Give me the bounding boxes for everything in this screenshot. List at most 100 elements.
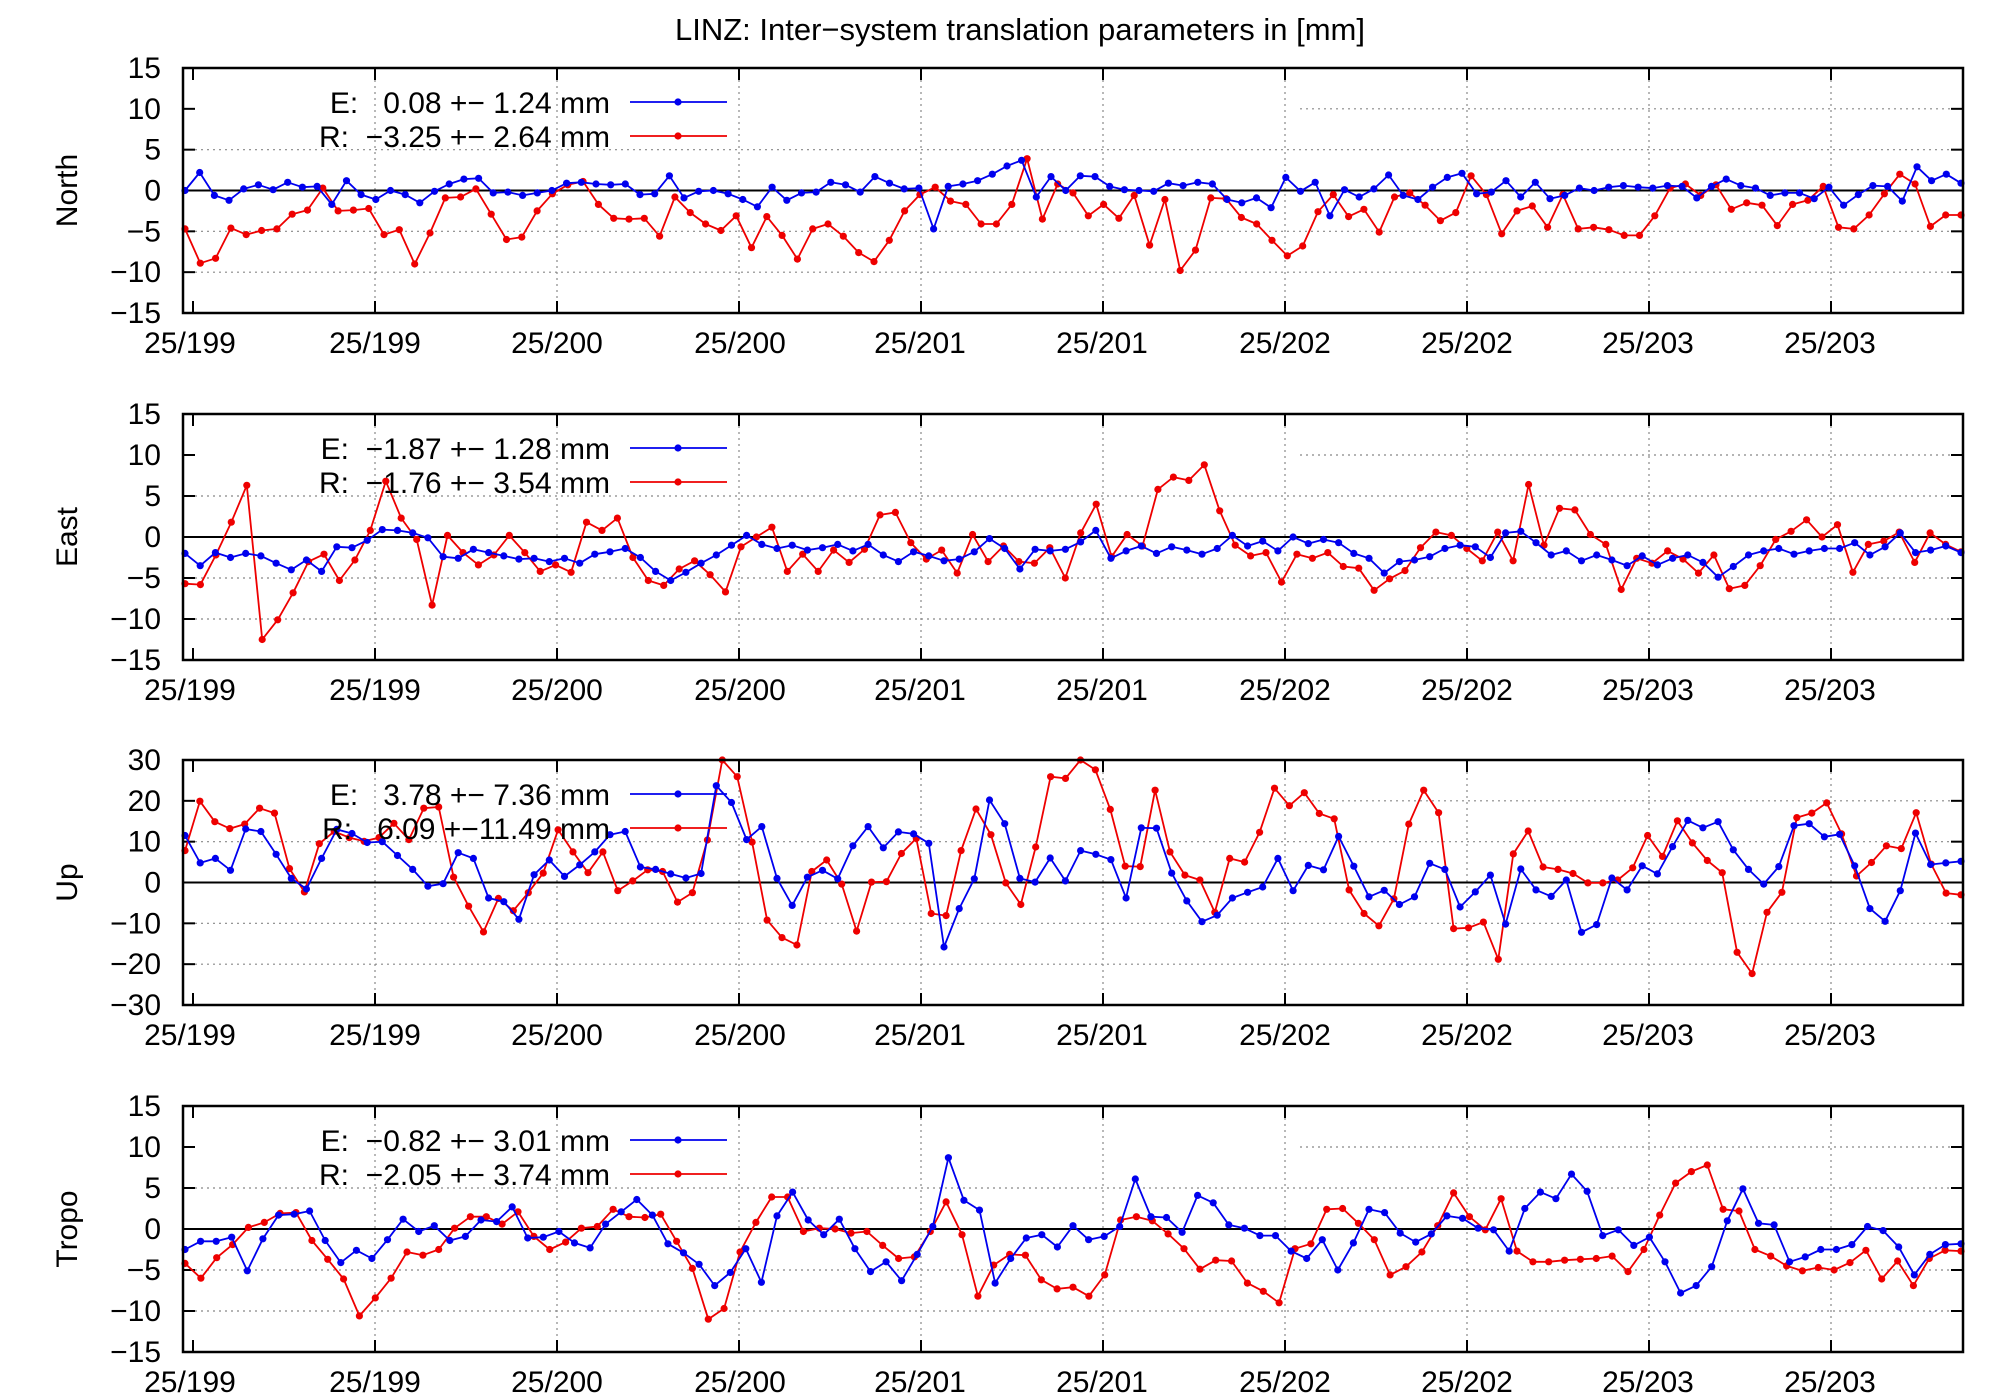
data-point-R xyxy=(1432,528,1440,536)
data-point-E xyxy=(415,1227,423,1236)
data-point-R xyxy=(1644,831,1652,840)
data-point-R xyxy=(466,1213,474,1221)
data-point-R xyxy=(1878,1275,1886,1283)
data-point-E xyxy=(1061,545,1069,553)
data-point-E xyxy=(1116,1222,1124,1231)
data-point-E xyxy=(742,1245,750,1253)
data-point-R xyxy=(1545,1258,1553,1266)
data-point-R xyxy=(907,539,915,547)
data-point-E xyxy=(652,865,660,874)
data-point-E xyxy=(504,188,512,196)
data-point-E xyxy=(1707,182,1716,190)
data-point-R xyxy=(426,229,434,237)
data-point-R xyxy=(479,928,488,936)
data-point-R xyxy=(1758,201,1766,209)
data-point-R xyxy=(502,235,511,244)
data-point-E xyxy=(1926,1250,1934,1258)
data-point-E xyxy=(652,567,660,576)
data-point-R xyxy=(1539,863,1547,871)
data-point-R xyxy=(1008,200,1016,208)
data-point-R xyxy=(1733,948,1741,956)
data-point-R xyxy=(1345,886,1353,894)
data-point-E xyxy=(697,559,705,567)
data-point-R xyxy=(831,1225,839,1233)
data-point-R xyxy=(1375,228,1383,236)
data-point-E xyxy=(1135,186,1143,195)
data-point-E xyxy=(1567,1170,1576,1178)
data-point-E xyxy=(1832,1245,1840,1254)
data-point-E xyxy=(454,849,462,857)
data-point-R xyxy=(1386,1271,1394,1279)
data-point-E xyxy=(1653,870,1661,878)
data-point-R xyxy=(1818,533,1826,541)
data-point-E xyxy=(1456,541,1464,549)
data-point-R xyxy=(748,838,756,846)
data-point-R xyxy=(1130,191,1138,199)
data-point-R xyxy=(1465,1213,1473,1221)
x-tick-label: 25/201 xyxy=(874,327,966,360)
data-point-E xyxy=(606,831,614,839)
data-point-E xyxy=(788,901,796,910)
data-point-E xyxy=(1441,544,1449,553)
data-point-R xyxy=(1513,207,1521,215)
x-tick-label: 25/203 xyxy=(1602,327,1694,360)
data-point-E xyxy=(788,541,796,549)
data-point-E xyxy=(1350,549,1358,558)
data-point-R xyxy=(847,1229,855,1237)
data-point-R xyxy=(474,561,482,569)
data-point-E xyxy=(1274,854,1282,863)
data-point-E xyxy=(348,829,356,838)
data-point-R xyxy=(1763,908,1771,916)
x-tick-label: 25/199 xyxy=(144,674,236,707)
data-point-E xyxy=(1426,859,1434,867)
data-point-E xyxy=(242,825,250,833)
data-point-R xyxy=(1121,862,1129,870)
data-point-R xyxy=(972,805,980,813)
data-point-E xyxy=(1395,558,1403,566)
data-point-E xyxy=(709,186,718,195)
data-point-E xyxy=(337,1259,345,1267)
data-point-E xyxy=(1183,897,1191,905)
data-point-R xyxy=(498,1220,506,1228)
data-point-R xyxy=(243,481,251,489)
data-point-E xyxy=(243,1267,251,1275)
data-point-E xyxy=(1770,1221,1778,1229)
data-point-R xyxy=(1798,1267,1806,1275)
data-point-R xyxy=(420,804,428,812)
data-point-R xyxy=(1846,1259,1854,1267)
data-point-R xyxy=(891,508,900,516)
data-point-E xyxy=(409,529,417,537)
data-point-E xyxy=(1678,182,1686,190)
data-point-R xyxy=(613,514,622,522)
data-point-E xyxy=(1334,1266,1342,1274)
data-point-E xyxy=(318,567,326,576)
data-point-E xyxy=(196,168,204,177)
data-point-E xyxy=(1714,818,1722,826)
series-R xyxy=(181,461,1965,644)
data-point-R xyxy=(721,588,730,596)
data-point-R xyxy=(1259,1287,1267,1295)
data-point-R xyxy=(897,849,906,858)
data-point-E xyxy=(393,851,402,860)
data-point-E xyxy=(570,1239,579,1247)
data-point-R xyxy=(212,254,220,262)
data-point-E xyxy=(274,1211,283,1219)
x-tick-label: 25/201 xyxy=(874,1019,966,1052)
data-point-R xyxy=(1354,1219,1362,1227)
data-point-E xyxy=(1107,856,1115,864)
data-point-R xyxy=(931,183,939,191)
x-tick-label: 25/199 xyxy=(329,1019,421,1052)
data-point-E xyxy=(342,177,351,185)
data-point-R xyxy=(1293,550,1301,558)
data-point-R xyxy=(1452,209,1460,217)
data-point-R xyxy=(505,531,513,540)
data-point-E xyxy=(1708,1263,1716,1271)
y-tick-label: −15 xyxy=(110,297,161,330)
data-point-R xyxy=(793,941,801,949)
data-point-R xyxy=(482,1213,490,1221)
data-point-E xyxy=(1267,204,1275,212)
data-point-R xyxy=(1804,196,1812,204)
data-point-E xyxy=(960,1196,968,1204)
data-point-E xyxy=(1412,1238,1420,1246)
